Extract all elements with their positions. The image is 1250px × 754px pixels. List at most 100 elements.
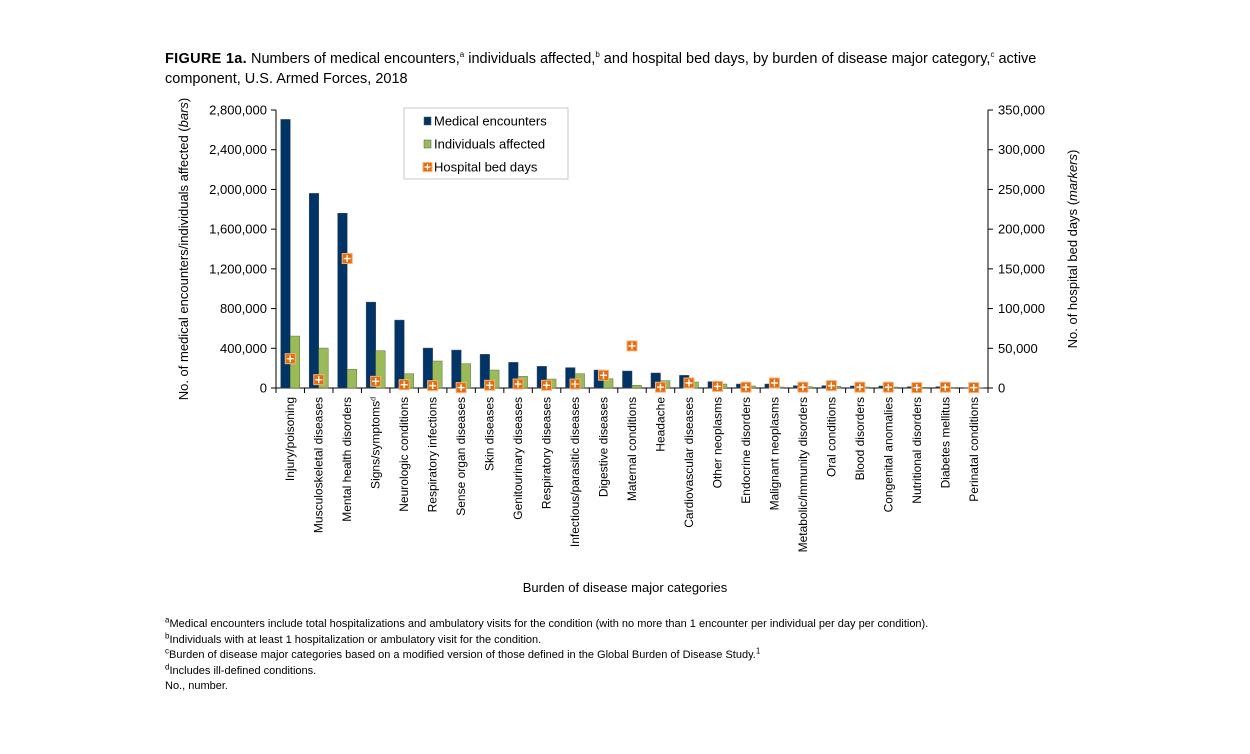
category-label: Malignant neoplasms xyxy=(767,397,781,510)
marker-plus xyxy=(343,255,351,263)
legend-swatch xyxy=(423,116,432,126)
marker-plus xyxy=(941,383,949,391)
footnote: bIndividuals with at least 1 hospitaliza… xyxy=(165,630,542,646)
y-axis-title-italic: bars xyxy=(176,102,191,128)
marker-hospital-bed-days xyxy=(427,380,439,392)
figure-title: FIGURE 1a. Numbers of medical encounters… xyxy=(165,49,1085,89)
y2-axis-title-italic: markers xyxy=(1065,153,1080,200)
category-label: Musculoskeletal diseases xyxy=(312,397,326,533)
marker-hospital-bed-days xyxy=(484,379,496,391)
category-label: Signs/symptomsd xyxy=(369,397,383,489)
category-label: Diabetes mellitus xyxy=(938,397,952,488)
marker-plus xyxy=(543,381,551,389)
marker-hospital-bed-days xyxy=(768,377,780,389)
marker-plus xyxy=(514,380,522,388)
marker-plus xyxy=(884,383,892,391)
marker-plus xyxy=(486,381,494,389)
marker-hospital-bed-days xyxy=(313,374,325,386)
left-tick-label: 400,000 xyxy=(220,341,267,356)
marker-plus xyxy=(742,383,750,391)
left-tick-label: 800,000 xyxy=(220,301,267,316)
marker-plus xyxy=(827,382,835,390)
legend-plus-icon xyxy=(424,164,431,170)
marker-hospital-bed-days xyxy=(512,378,524,390)
legend-item: Medical encounters xyxy=(423,114,547,129)
title-text: individuals affected, xyxy=(464,51,596,67)
y-axis-title: No. of medical encounters/individuals af… xyxy=(176,98,191,401)
marker-plus xyxy=(286,355,294,363)
marker-hospital-bed-days xyxy=(598,369,610,381)
marker-plus xyxy=(970,384,978,392)
left-tick-label: 2,800,000 xyxy=(209,103,267,118)
category-label: Other neoplasms xyxy=(710,397,724,488)
title-sup: c xyxy=(990,50,995,60)
marker-plus xyxy=(628,342,636,350)
marker-hospital-bed-days xyxy=(341,253,353,265)
bar-individuals-affected xyxy=(631,385,642,389)
title-sup: b xyxy=(595,50,600,60)
legend-swatch xyxy=(423,139,432,149)
right-tick-label: 50,000 xyxy=(998,341,1038,356)
footnote: dIncludes ill-defined conditions. xyxy=(165,661,317,677)
marker-plus xyxy=(799,383,807,391)
title-sup: a xyxy=(459,50,465,60)
bar-medical-encounters xyxy=(280,119,291,389)
bar-medical-encounters xyxy=(622,370,633,389)
marker-hospital-bed-days xyxy=(541,379,553,391)
category-label: Mental health disorders xyxy=(340,397,354,522)
left-tick-label: 2,400,000 xyxy=(209,142,267,157)
category-label: Metabolic/immunity disorders xyxy=(796,397,810,552)
left-tick-label: 2,000,000 xyxy=(209,182,267,197)
marker-hospital-bed-days xyxy=(455,382,467,394)
marker-hospital-bed-days xyxy=(740,381,752,393)
left-tick-label: 1,200,000 xyxy=(209,261,267,276)
marker-hospital-bed-days xyxy=(569,378,581,390)
right-tick-label: 100,000 xyxy=(998,301,1045,316)
category-label: Sense organ diseases xyxy=(454,397,468,516)
category-label: Maternal conditions xyxy=(625,397,639,501)
category-label: Headache xyxy=(653,397,667,452)
figure-label: FIGURE 1a. xyxy=(165,51,247,67)
marker-plus xyxy=(656,383,664,391)
legend-label: Individuals affected xyxy=(434,137,545,152)
category-label: Neurologic conditions xyxy=(397,397,411,512)
marker-hospital-bed-days xyxy=(797,381,809,393)
marker-plus xyxy=(372,377,380,385)
category-label: Skin diseases xyxy=(483,397,497,471)
marker-plus xyxy=(856,383,864,391)
footnotes: aMedical encounters include total hospit… xyxy=(165,616,928,695)
bar-medical-encounters xyxy=(365,301,376,389)
footnote: No., number. xyxy=(165,680,228,692)
category-label: Perinatal conditions xyxy=(967,397,981,502)
marker-hospital-bed-days xyxy=(939,381,951,393)
right-tick-label: 250,000 xyxy=(998,182,1045,197)
legend-item: Hospital bed days xyxy=(422,160,538,175)
title-text: active component, U.S. Armed Forces, 201… xyxy=(165,51,1037,87)
marker-plus xyxy=(685,379,693,387)
left-tick-label: 1,600,000 xyxy=(209,222,267,237)
marker-hospital-bed-days xyxy=(825,380,837,392)
category-superscript: d xyxy=(371,397,378,401)
marker-hospital-bed-days xyxy=(683,377,695,389)
right-tick-label: 350,000 xyxy=(998,103,1045,118)
bar-medical-encounters xyxy=(337,213,348,389)
marker-plus xyxy=(315,376,323,384)
category-label: Digestive diseases xyxy=(597,397,611,497)
legend: Medical encounters Individuals affected Ho… xyxy=(403,107,569,180)
marker-plus xyxy=(600,371,608,379)
legend-item: Individuals affected xyxy=(423,137,545,152)
marker-plus xyxy=(571,380,579,388)
marker-plus xyxy=(400,381,408,389)
bar-medical-encounters xyxy=(308,193,319,389)
y2-axis-title: No. of hospital bed days (markers) xyxy=(1065,150,1080,349)
x-axis-title: Burden of disease major categories xyxy=(523,580,728,595)
marker-hospital-bed-days xyxy=(882,381,894,393)
category-label: Cardiovascular diseases xyxy=(682,397,696,528)
marker-hospital-bed-days xyxy=(626,340,638,352)
marker-hospital-bed-days xyxy=(711,380,723,392)
bar-individuals-affected xyxy=(375,350,386,389)
right-tick-label: 150,000 xyxy=(998,261,1045,276)
marker-hospital-bed-days xyxy=(654,381,666,393)
category-label: Congenital anomalies xyxy=(881,397,895,512)
legend-label: Hospital bed days xyxy=(434,160,538,175)
